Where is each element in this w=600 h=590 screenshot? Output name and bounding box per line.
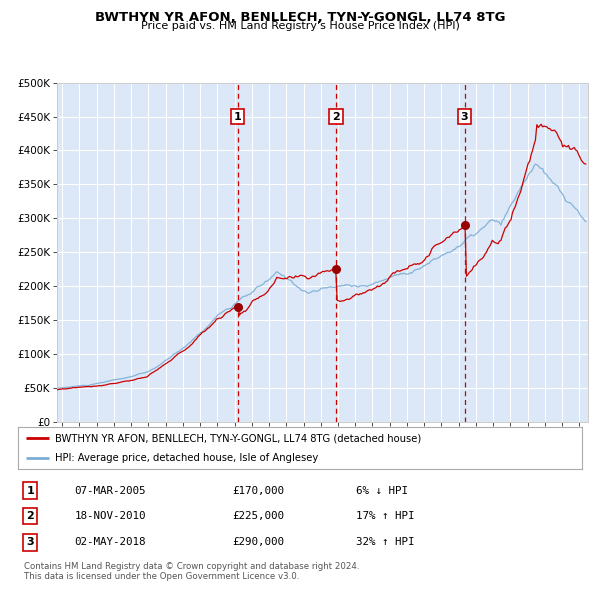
Text: Price paid vs. HM Land Registry's House Price Index (HPI): Price paid vs. HM Land Registry's House … [140,21,460,31]
Text: 18-NOV-2010: 18-NOV-2010 [74,511,146,520]
Text: BWTHYN YR AFON, BENLLECH, TYN-Y-GONGL, LL74 8TG (detached house): BWTHYN YR AFON, BENLLECH, TYN-Y-GONGL, L… [55,433,421,443]
Text: 1: 1 [234,112,242,122]
Text: This data is licensed under the Open Government Licence v3.0.: This data is licensed under the Open Gov… [24,572,299,581]
Text: 32% ↑ HPI: 32% ↑ HPI [356,537,415,548]
Text: 17% ↑ HPI: 17% ↑ HPI [356,511,415,520]
Text: 2: 2 [332,112,340,122]
Text: 2: 2 [26,511,34,520]
Text: £170,000: £170,000 [232,486,284,496]
Text: £290,000: £290,000 [232,537,284,548]
Text: 07-MAR-2005: 07-MAR-2005 [74,486,146,496]
Text: 3: 3 [461,112,469,122]
Text: 3: 3 [26,537,34,548]
Text: HPI: Average price, detached house, Isle of Anglesey: HPI: Average price, detached house, Isle… [55,453,318,463]
Text: £225,000: £225,000 [232,511,284,520]
Text: 1: 1 [26,486,34,496]
Text: BWTHYN YR AFON, BENLLECH, TYN-Y-GONGL, LL74 8TG: BWTHYN YR AFON, BENLLECH, TYN-Y-GONGL, L… [95,11,505,24]
Text: Contains HM Land Registry data © Crown copyright and database right 2024.: Contains HM Land Registry data © Crown c… [24,562,359,571]
Text: 6% ↓ HPI: 6% ↓ HPI [356,486,409,496]
Text: 02-MAY-2018: 02-MAY-2018 [74,537,146,548]
